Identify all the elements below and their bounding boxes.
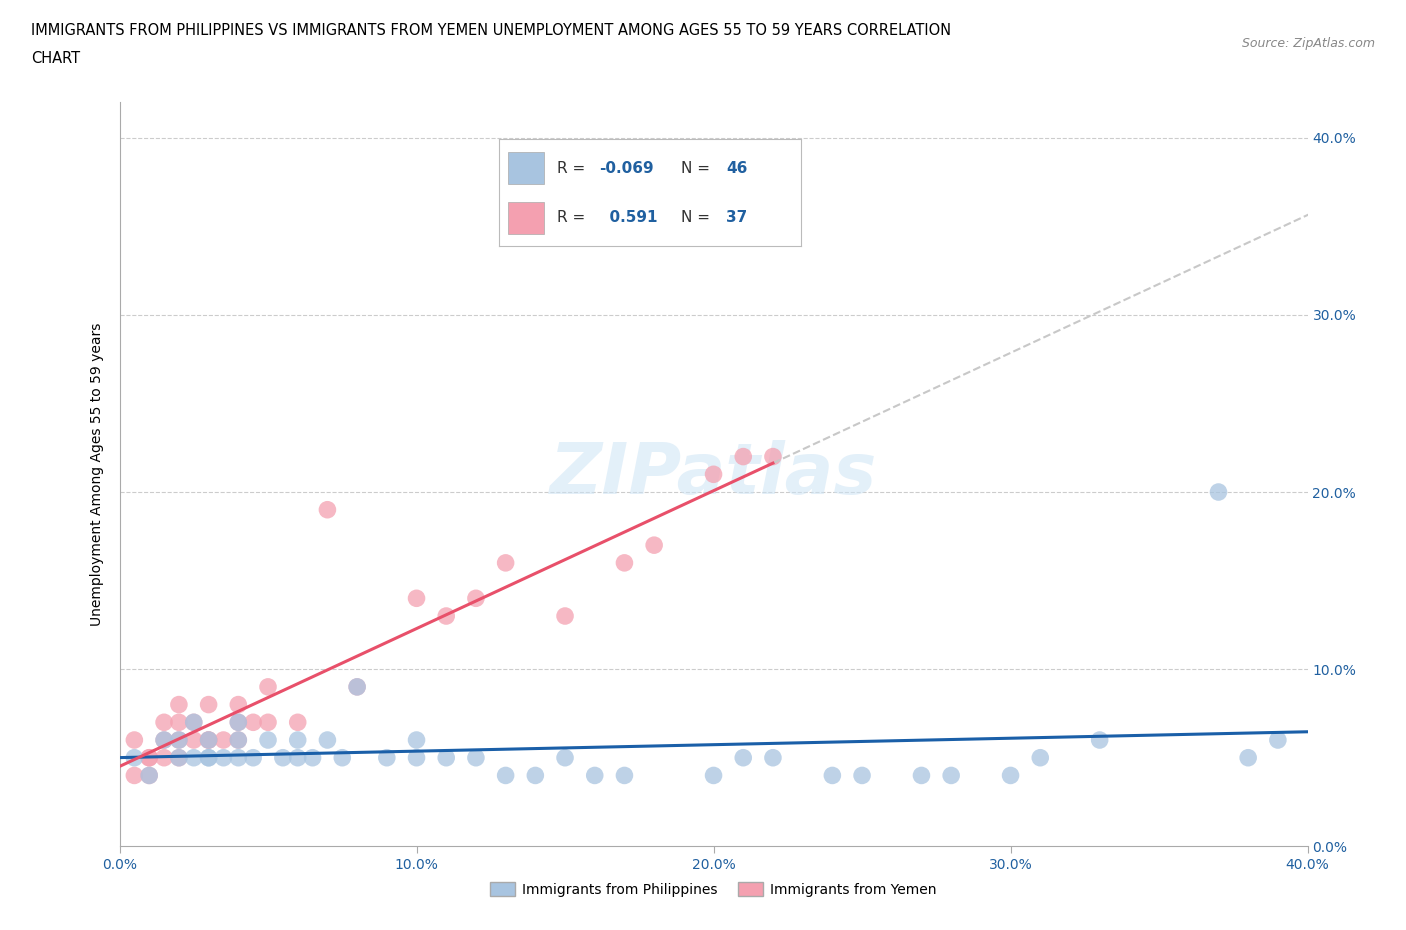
Point: [183, 733, 205, 748]
Point: [153, 715, 176, 730]
FancyBboxPatch shape: [508, 153, 544, 184]
Text: N =: N =: [681, 161, 710, 176]
Point: [167, 698, 190, 712]
Point: [271, 751, 294, 765]
Point: [228, 698, 250, 712]
Point: [242, 715, 264, 730]
Point: [762, 751, 785, 765]
Point: [287, 715, 309, 730]
Point: [197, 751, 219, 765]
Point: [124, 751, 146, 765]
Text: Source: ZipAtlas.com: Source: ZipAtlas.com: [1241, 37, 1375, 50]
Point: [138, 768, 160, 783]
Point: [821, 768, 844, 783]
Point: [228, 733, 250, 748]
Point: [405, 591, 427, 605]
Point: [167, 733, 190, 748]
Point: [1237, 751, 1260, 765]
Point: [257, 715, 280, 730]
Point: [212, 751, 235, 765]
Text: R =: R =: [557, 161, 585, 176]
Point: [153, 733, 176, 748]
Point: [434, 608, 457, 623]
Text: 0.591: 0.591: [599, 210, 658, 225]
Point: [183, 715, 205, 730]
Point: [464, 751, 486, 765]
Point: [702, 768, 725, 783]
Point: [464, 591, 486, 605]
Point: [554, 608, 576, 623]
Point: [138, 751, 160, 765]
Point: [583, 768, 606, 783]
Point: [346, 680, 368, 695]
Point: [228, 715, 250, 730]
Text: 37: 37: [725, 210, 747, 225]
Point: [316, 733, 339, 748]
Point: [287, 733, 309, 748]
Point: [495, 555, 517, 570]
Point: [613, 555, 636, 570]
Point: [138, 768, 160, 783]
Point: [183, 751, 205, 765]
Point: [762, 449, 785, 464]
FancyBboxPatch shape: [508, 202, 544, 233]
Point: [733, 449, 755, 464]
Point: [405, 733, 427, 748]
Point: [851, 768, 873, 783]
Point: [167, 733, 190, 748]
Point: [434, 751, 457, 765]
Point: [167, 715, 190, 730]
Point: [939, 768, 962, 783]
Point: [228, 715, 250, 730]
Text: -0.069: -0.069: [599, 161, 654, 176]
Text: CHART: CHART: [31, 51, 80, 66]
Point: [524, 768, 547, 783]
Point: [228, 751, 250, 765]
Point: [495, 768, 517, 783]
Text: N =: N =: [681, 210, 710, 225]
Point: [153, 733, 176, 748]
Point: [375, 751, 398, 765]
Legend: Immigrants from Philippines, Immigrants from Yemen: Immigrants from Philippines, Immigrants …: [485, 877, 942, 903]
Point: [301, 751, 323, 765]
Point: [167, 751, 190, 765]
Point: [257, 733, 280, 748]
Point: [138, 751, 160, 765]
Point: [643, 538, 665, 552]
Point: [613, 768, 636, 783]
Point: [242, 751, 264, 765]
Point: [405, 751, 427, 765]
Point: [1208, 485, 1230, 499]
Point: [197, 733, 219, 748]
Point: [124, 733, 146, 748]
Point: [1029, 751, 1052, 765]
Point: [212, 733, 235, 748]
Point: [733, 751, 755, 765]
Point: [257, 680, 280, 695]
Text: IMMIGRANTS FROM PHILIPPINES VS IMMIGRANTS FROM YEMEN UNEMPLOYMENT AMONG AGES 55 : IMMIGRANTS FROM PHILIPPINES VS IMMIGRANT…: [31, 23, 950, 38]
Point: [346, 680, 368, 695]
Point: [228, 733, 250, 748]
Y-axis label: Unemployment Among Ages 55 to 59 years: Unemployment Among Ages 55 to 59 years: [90, 323, 104, 626]
Point: [910, 768, 932, 783]
Point: [197, 733, 219, 748]
Text: R =: R =: [557, 210, 585, 225]
Point: [153, 751, 176, 765]
Point: [167, 751, 190, 765]
Point: [316, 502, 339, 517]
Point: [1088, 733, 1111, 748]
Point: [197, 733, 219, 748]
Point: [183, 715, 205, 730]
Point: [287, 751, 309, 765]
Point: [330, 751, 353, 765]
Point: [554, 751, 576, 765]
Text: ZIPatlas: ZIPatlas: [550, 440, 877, 509]
Point: [124, 768, 146, 783]
Point: [1267, 733, 1289, 748]
Text: 46: 46: [725, 161, 747, 176]
Point: [197, 751, 219, 765]
Point: [197, 698, 219, 712]
Point: [702, 467, 725, 482]
Point: [1000, 768, 1022, 783]
